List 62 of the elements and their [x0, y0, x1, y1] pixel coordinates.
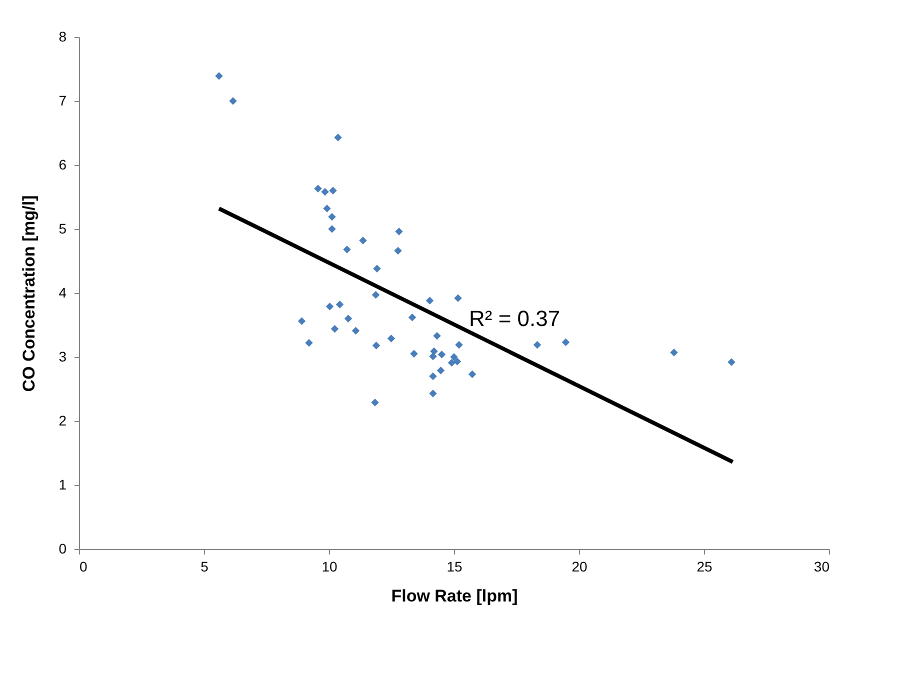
point	[328, 225, 336, 233]
point	[429, 390, 437, 398]
point	[328, 212, 336, 221]
point	[329, 186, 337, 194]
x-tick-label: 0	[80, 558, 88, 574]
point	[410, 350, 418, 358]
x-tick-label: 10	[322, 558, 338, 574]
point	[323, 204, 331, 212]
y-tick-label: 5	[58, 220, 67, 236]
point	[562, 338, 570, 346]
point	[298, 317, 306, 326]
x-tick-label: 15	[446, 558, 462, 574]
y-tick-label: 6	[58, 156, 67, 172]
point	[334, 134, 342, 142]
point	[229, 97, 237, 105]
x-tick-label: 30	[814, 558, 830, 574]
point	[728, 358, 736, 366]
point	[336, 300, 344, 308]
point	[326, 302, 334, 310]
point	[433, 332, 441, 340]
point	[359, 236, 367, 244]
point	[373, 264, 381, 273]
y-tick-label: 4	[58, 284, 67, 300]
y-tick-label: 8	[58, 28, 67, 44]
point	[408, 313, 416, 322]
point	[371, 398, 379, 406]
y-tick-label: 7	[58, 92, 67, 108]
point	[453, 358, 462, 366]
point	[372, 342, 380, 350]
point	[314, 184, 322, 193]
point	[429, 352, 437, 360]
point	[426, 296, 434, 305]
y-tick-label: 2	[58, 412, 67, 428]
point	[344, 314, 352, 322]
x-axis-title: Flow Rate [lpm]	[391, 586, 518, 606]
point	[372, 291, 380, 299]
x-tick-label: 25	[696, 558, 712, 574]
point	[305, 339, 313, 347]
point	[395, 228, 403, 236]
point	[450, 353, 458, 361]
point	[454, 294, 462, 302]
point	[455, 340, 463, 349]
point	[352, 326, 360, 335]
point	[215, 72, 223, 80]
y-tick-label: 1	[58, 476, 67, 492]
y-tick-label: 3	[58, 348, 67, 364]
point	[394, 246, 402, 255]
point	[429, 372, 437, 380]
x-tick-label: 5	[200, 558, 209, 574]
point	[321, 188, 329, 196]
point	[533, 340, 542, 349]
point	[330, 324, 339, 333]
point	[670, 348, 678, 356]
y-tick-label: 0	[58, 540, 67, 556]
point	[438, 350, 446, 358]
y-axis-title: CO Concentration [mg/l]	[20, 195, 39, 392]
point	[436, 366, 445, 374]
point	[387, 334, 396, 342]
point	[343, 246, 351, 254]
annotation: R² = 0.37	[469, 306, 560, 331]
x-tick-label: 20	[572, 558, 588, 574]
point	[468, 370, 476, 378]
